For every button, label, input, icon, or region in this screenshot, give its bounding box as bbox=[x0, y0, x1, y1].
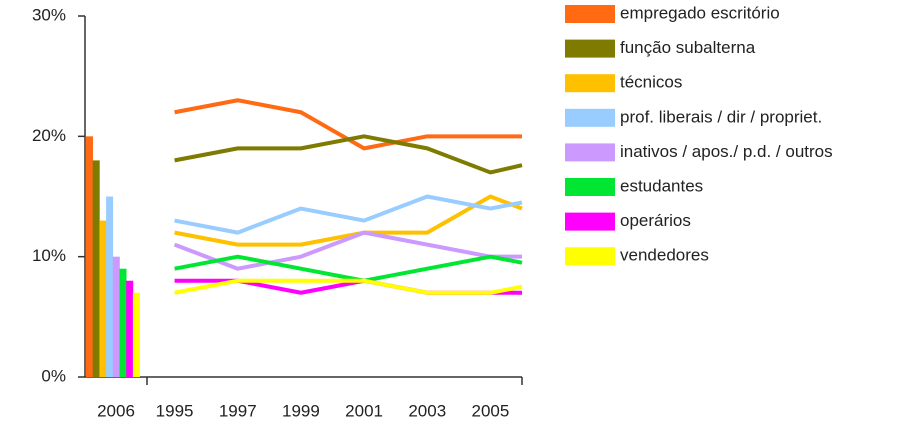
bar bbox=[132, 292, 140, 377]
legend-swatch bbox=[565, 108, 615, 127]
legend-label: prof. liberais / dir / propriet. bbox=[620, 107, 822, 126]
y-tick-label: 10% bbox=[32, 246, 66, 265]
legend-label: inativos / apos./ p.d. / outros bbox=[620, 142, 833, 161]
series-line bbox=[174, 254, 523, 283]
x-tick-label: 1995 bbox=[156, 401, 194, 420]
bar bbox=[112, 256, 120, 377]
bar bbox=[86, 136, 93, 377]
x-tick-label: 1997 bbox=[219, 401, 257, 420]
legend-label: técnicos bbox=[620, 73, 682, 92]
bar bbox=[92, 160, 100, 377]
legend-swatch bbox=[565, 5, 615, 23]
y-tick-label: 30% bbox=[32, 5, 66, 24]
x-tick-label: 2001 bbox=[345, 401, 383, 420]
series-line bbox=[174, 134, 523, 175]
series-line bbox=[174, 278, 523, 295]
legend-swatch bbox=[565, 39, 615, 58]
legend-label: função subalterna bbox=[620, 38, 756, 57]
legend-label: operários bbox=[620, 211, 691, 230]
series-line bbox=[174, 194, 523, 235]
bar bbox=[126, 280, 134, 377]
legend-label: empregado escritório bbox=[620, 3, 780, 22]
legend-label: vendedores bbox=[620, 246, 709, 265]
legend-swatch bbox=[565, 74, 615, 93]
bar-category-label: 2006 bbox=[97, 401, 135, 420]
bar bbox=[99, 220, 107, 377]
legend-swatch bbox=[565, 178, 615, 196]
x-tick-label: 2005 bbox=[472, 401, 510, 420]
series-line bbox=[174, 98, 522, 151]
legend-label: estudantes bbox=[620, 176, 703, 195]
legend-swatch bbox=[565, 247, 615, 266]
bar bbox=[119, 268, 127, 377]
series-line bbox=[173, 230, 522, 271]
legend-swatch bbox=[565, 212, 615, 231]
y-tick-label: 20% bbox=[32, 126, 66, 145]
x-tick-label: 1999 bbox=[282, 401, 320, 420]
bar bbox=[106, 196, 114, 377]
x-tick-label: 2003 bbox=[408, 401, 446, 420]
legend-swatch bbox=[565, 143, 615, 162]
y-tick-label: 0% bbox=[41, 366, 66, 385]
